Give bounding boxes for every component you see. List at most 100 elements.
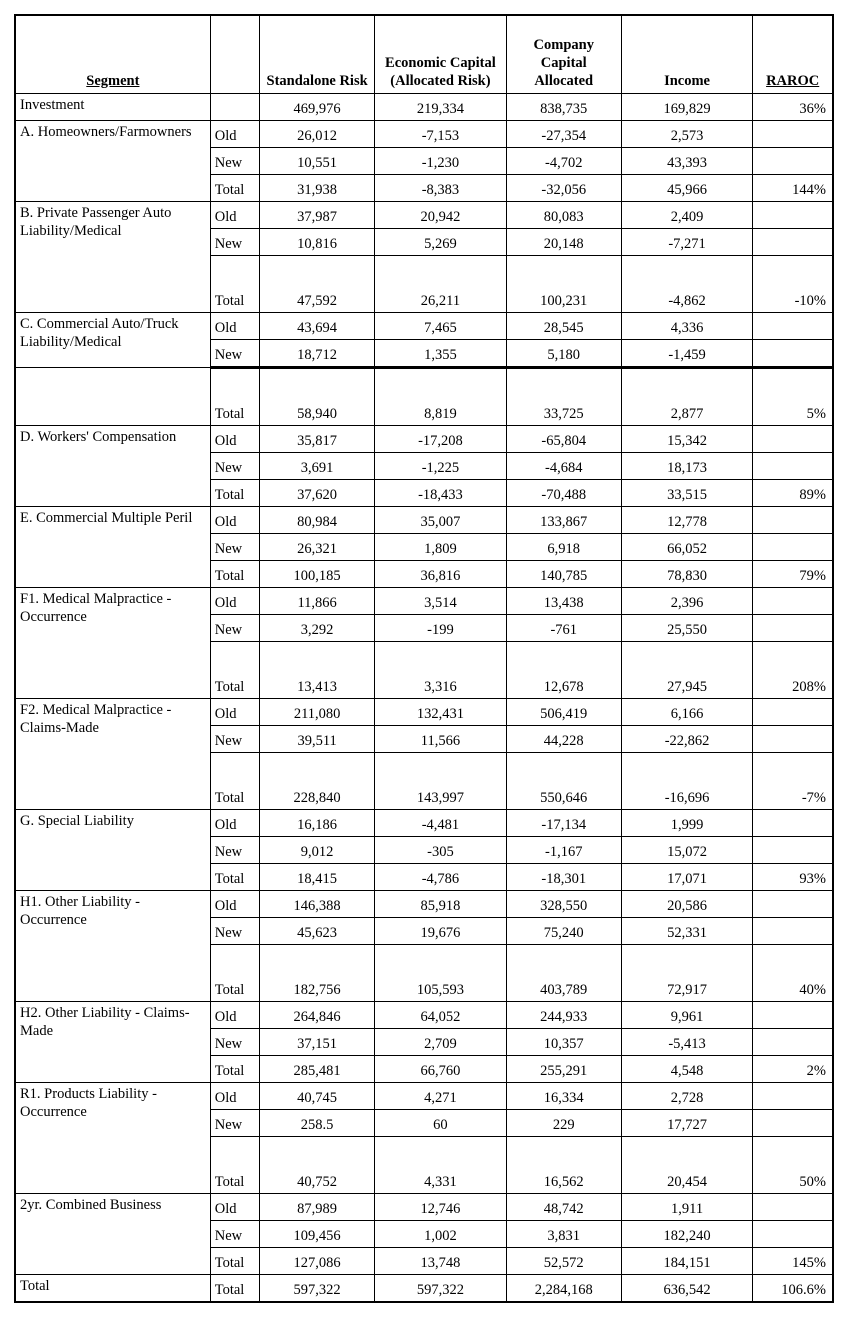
income-cell: 4,548 (621, 1056, 753, 1083)
standalone-risk-cell: 37,987 (260, 202, 375, 229)
econ-capital-cell: 60 (375, 1110, 507, 1137)
econ-capital-cell: 8,819 (375, 368, 507, 426)
econ-capital-cell: 1,355 (375, 340, 507, 368)
raroc-cell: -10% (753, 256, 833, 313)
table-row: A. Homeowners/FarmownersOld26,012-7,153-… (15, 121, 833, 148)
income-cell: 25,550 (621, 615, 753, 642)
company-capital-cell: -4,684 (506, 453, 621, 480)
standalone-risk-cell: 35,817 (260, 426, 375, 453)
sub-cell: Old (210, 313, 259, 340)
company-capital-cell: 133,867 (506, 507, 621, 534)
income-cell: 20,454 (621, 1137, 753, 1194)
raroc-cell (753, 1083, 833, 1110)
standalone-risk-cell: 597,322 (260, 1275, 375, 1303)
segment-cell: C. Commercial Auto/Truck Liability/Medic… (15, 313, 210, 368)
standalone-risk-cell: 258.5 (260, 1110, 375, 1137)
econ-capital-cell: -4,786 (375, 864, 507, 891)
raroc-cell (753, 426, 833, 453)
company-capital-cell: -4,702 (506, 148, 621, 175)
table-row: F1. Medical Malpractice - OccurrenceOld1… (15, 588, 833, 615)
econ-capital-cell: -17,208 (375, 426, 507, 453)
company-capital-cell: 20,148 (506, 229, 621, 256)
income-cell: 2,396 (621, 588, 753, 615)
table-row: H2. Other Liability - Claims-MadeOld264,… (15, 1002, 833, 1029)
sub-cell: Old (210, 202, 259, 229)
standalone-risk-cell: 39,511 (260, 726, 375, 753)
income-cell: 1,999 (621, 810, 753, 837)
income-cell: 33,515 (621, 480, 753, 507)
raroc-cell: 106.6% (753, 1275, 833, 1303)
income-cell: -4,862 (621, 256, 753, 313)
segment-cell: E. Commercial Multiple Peril (15, 507, 210, 588)
sub-cell: Total (210, 1056, 259, 1083)
income-cell: -16,696 (621, 753, 753, 810)
company-capital-cell: -70,488 (506, 480, 621, 507)
econ-capital-cell: 13,748 (375, 1248, 507, 1275)
raroc-cell (753, 121, 833, 148)
sub-cell: New (210, 726, 259, 753)
income-cell: 1,911 (621, 1194, 753, 1221)
income-cell: 4,336 (621, 313, 753, 340)
standalone-risk-cell: 10,551 (260, 148, 375, 175)
raroc-cell: 79% (753, 561, 833, 588)
raroc-cell (753, 229, 833, 256)
income-cell: 2,573 (621, 121, 753, 148)
income-cell: -22,862 (621, 726, 753, 753)
income-cell: 9,961 (621, 1002, 753, 1029)
income-cell: 15,072 (621, 837, 753, 864)
sub-cell: New (210, 534, 259, 561)
segment-cell: Total (15, 1275, 210, 1303)
raroc-cell (753, 891, 833, 918)
sub-cell: Old (210, 1002, 259, 1029)
company-capital-cell: 550,646 (506, 753, 621, 810)
company-capital-cell: 2,284,168 (506, 1275, 621, 1303)
company-capital-cell: 16,334 (506, 1083, 621, 1110)
segment-cell: H2. Other Liability - Claims-Made (15, 1002, 210, 1083)
standalone-risk-cell: 264,846 (260, 1002, 375, 1029)
raroc-cell (753, 340, 833, 368)
econ-capital-cell: 3,514 (375, 588, 507, 615)
standalone-risk-cell: 9,012 (260, 837, 375, 864)
econ-capital-cell: -305 (375, 837, 507, 864)
standalone-risk-cell: 26,012 (260, 121, 375, 148)
raroc-cell: -7% (753, 753, 833, 810)
econ-capital-cell: -8,383 (375, 175, 507, 202)
segment-cell: A. Homeowners/Farmowners (15, 121, 210, 202)
col-raroc: RAROC (753, 15, 833, 94)
raroc-cell (753, 1002, 833, 1029)
sub-cell: Total (210, 864, 259, 891)
company-capital-cell: 140,785 (506, 561, 621, 588)
segment-cell: D. Workers' Compensation (15, 426, 210, 507)
raroc-cell: 2% (753, 1056, 833, 1083)
raroc-cell: 40% (753, 945, 833, 1002)
sub-cell: New (210, 340, 259, 368)
raroc-cell (753, 313, 833, 340)
econ-capital-cell: 35,007 (375, 507, 507, 534)
col-income: Income (621, 15, 753, 94)
standalone-risk-cell: 13,413 (260, 642, 375, 699)
segment-cell: R1. Products Liability - Occurrence (15, 1083, 210, 1194)
raroc-cell (753, 1029, 833, 1056)
econ-capital-cell: -1,230 (375, 148, 507, 175)
raroc-cell (753, 615, 833, 642)
table-row: E. Commercial Multiple PerilOld80,98435,… (15, 507, 833, 534)
company-capital-cell: -17,134 (506, 810, 621, 837)
econ-capital-cell: 132,431 (375, 699, 507, 726)
raroc-cell (753, 588, 833, 615)
econ-capital-cell: -7,153 (375, 121, 507, 148)
standalone-risk-cell: 211,080 (260, 699, 375, 726)
sub-cell: Total (210, 1137, 259, 1194)
company-capital-cell: 33,725 (506, 368, 621, 426)
sub-cell: New (210, 229, 259, 256)
company-capital-cell: 5,180 (506, 340, 621, 368)
company-capital-cell: -27,354 (506, 121, 621, 148)
econ-capital-cell: 1,002 (375, 1221, 507, 1248)
company-capital-cell: 13,438 (506, 588, 621, 615)
company-capital-cell: 838,735 (506, 94, 621, 121)
income-cell: 15,342 (621, 426, 753, 453)
sub-cell: Total (210, 480, 259, 507)
econ-capital-cell: 597,322 (375, 1275, 507, 1303)
raroc-cell (753, 1194, 833, 1221)
segment-cell: G. Special Liability (15, 810, 210, 891)
econ-capital-cell: 11,566 (375, 726, 507, 753)
